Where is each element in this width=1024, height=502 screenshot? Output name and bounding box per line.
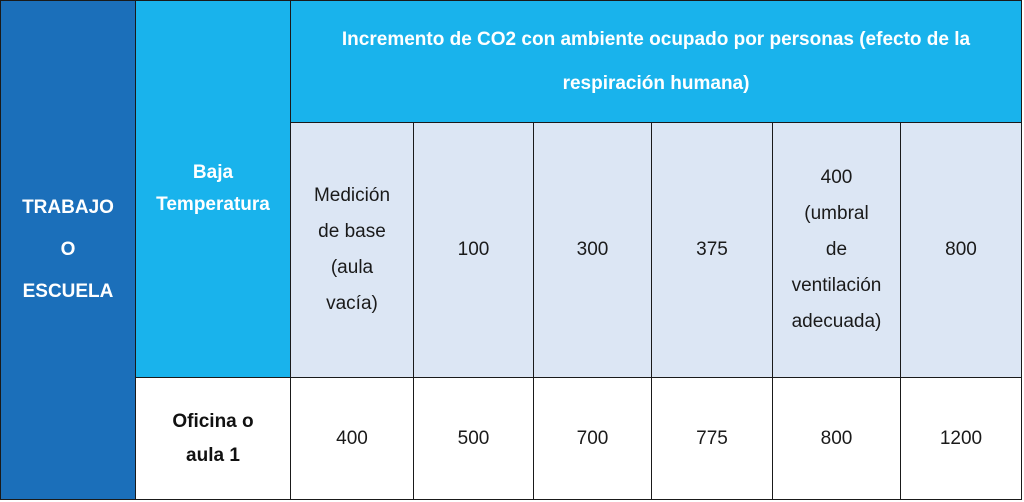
table-cell: 1200 — [899, 377, 1023, 500]
condition-label: Baja Temperatura — [156, 162, 270, 215]
row-label-cell: Oficina o aula 1 — [135, 377, 291, 500]
column-header: 800 — [945, 239, 977, 260]
header-title: Incremento de CO2 con ambiente ocupado p… — [341, 28, 971, 94]
column-header-cell: 300 — [533, 122, 652, 378]
header-title-cell: Incremento de CO2 con ambiente ocupado p… — [289, 0, 1023, 123]
row-label: Oficina o aula 1 — [172, 410, 254, 466]
column-header: 100 — [457, 239, 490, 260]
column-header-cell: 400 (umbral de ventilación adecuada) — [772, 122, 901, 378]
side-label: TRABAJO O ESCUELA — [22, 197, 114, 302]
column-header-cell: 375 — [651, 122, 773, 378]
table-cell: 700 — [533, 377, 652, 500]
column-header: 375 — [696, 239, 728, 260]
side-label-cell: TRABAJO O ESCUELA — [0, 0, 136, 500]
table-cell: 775 — [651, 377, 773, 500]
column-header: 300 — [576, 239, 609, 260]
table-cell: 500 — [413, 377, 534, 500]
column-header: 400 (umbral de ventilación adecuada) — [791, 167, 882, 332]
table-cell: 800 — [772, 377, 901, 500]
column-header: Medición de base (aula vacía) — [313, 185, 391, 314]
table-cell: 400 — [290, 377, 414, 500]
column-header-cell: 100 — [413, 122, 534, 378]
column-header-cell: Medición de base (aula vacía) — [290, 122, 414, 378]
condition-label-cell: Baja Temperatura — [135, 0, 291, 378]
column-header-cell: 800 — [899, 122, 1023, 378]
